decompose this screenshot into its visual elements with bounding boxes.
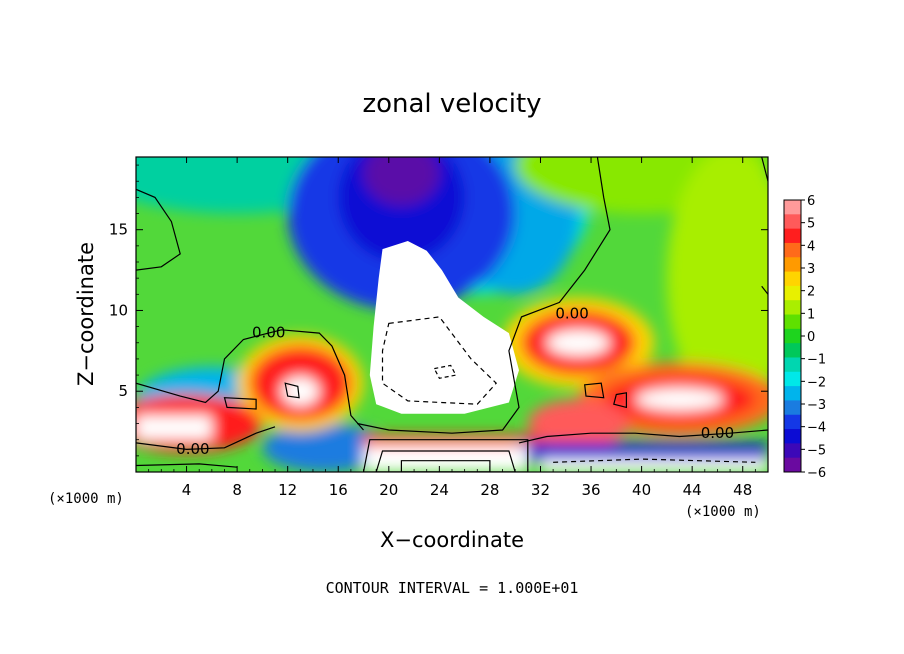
field-white-plume (369, 241, 519, 414)
y-tick-label: 5 (118, 382, 128, 400)
x-tick-label: 44 (683, 481, 702, 499)
contour-dashed-neg10 (381, 316, 498, 405)
contour-zero-middle (357, 157, 611, 434)
x-tick-label: 36 (581, 481, 600, 499)
contour-zero-right-edge (761, 285, 768, 295)
x-tick-label: 8 (232, 481, 242, 499)
contour-labels: 0.00 0.00 0.00 0.00 (176, 304, 734, 458)
field-purple-jet (363, 157, 440, 206)
colorbar-swatch (784, 343, 801, 358)
colorbar-tick-label: 0 (807, 330, 815, 345)
contour-label: 0.00 (555, 304, 588, 322)
colorbar-swatch (784, 271, 801, 287)
plot-area (136, 157, 768, 472)
colorbar-tick-label: 6 (807, 194, 815, 209)
colorbar-swatch (784, 414, 801, 430)
x-axis-ticks: 4 8 12 16 20 24 28 32 36 40 44 48 (148, 157, 756, 499)
contour-zero-small-loop-4 (284, 382, 300, 399)
colorbar-swatch (784, 285, 801, 301)
x-tick-label: 4 (182, 481, 192, 499)
colorbar-swatch (784, 200, 801, 215)
contour-zero-upper-left (136, 188, 181, 271)
colorbar-swatch (784, 314, 801, 330)
colorbar-tick-label: −2 (807, 375, 826, 390)
colorbar-swatch (784, 228, 801, 244)
field-white-lowright-blob (635, 388, 724, 411)
y-axis-label: Z−coordinate (74, 242, 98, 386)
colorbar-tick-label: 5 (807, 217, 815, 232)
colorbar-tick-label: 3 (807, 262, 815, 277)
velocity-field (136, 157, 768, 472)
colorbar-swatch (784, 300, 801, 316)
colorbar: 6 5 4 3 2 1 0 −1 −2 −3 −4 −5 −6 (783, 194, 826, 481)
contour-zero-small-loop-1 (584, 382, 605, 399)
contour-label: 0.00 (176, 440, 209, 458)
x-unit-label-left: (×1000 m) (48, 491, 124, 507)
contour-zero-top-right (761, 157, 768, 182)
colorbar-tick-label: 4 (807, 239, 815, 254)
colorbar-tick-label: −4 (807, 421, 826, 436)
colorbar-tick-label: −6 (807, 466, 826, 481)
colorbar-swatch (784, 357, 801, 373)
y-tick-label: 15 (109, 221, 128, 239)
contour-zero-lower-right (518, 429, 768, 444)
contour-interval-note: CONTOUR INTERVAL = 1.000E+01 (326, 579, 579, 597)
contour-zero-small-loop-3 (223, 397, 257, 410)
field-yellowgreen-right (666, 157, 768, 408)
x-tick-label: 32 (531, 481, 550, 499)
colorbar-swatch (784, 386, 801, 401)
colorbar-swatch (784, 400, 801, 416)
colorbar-tick-label: 1 (807, 307, 815, 322)
field-white-left-blob (281, 376, 320, 406)
field-low-white-band-right (540, 459, 768, 472)
x-tick-label: 16 (329, 481, 348, 499)
x-tick-label: 28 (480, 481, 499, 499)
x-unit-label-right: (×1000 m) (685, 504, 761, 520)
colorbar-swatch (784, 214, 801, 230)
contour-lines (136, 157, 768, 472)
x-axis-label: X−coordinate (380, 528, 524, 552)
colorbar-swatch (784, 242, 801, 258)
contour-bottom-left (136, 463, 238, 468)
contour-pos30-bottom (400, 460, 491, 472)
x-tick-label: 48 (733, 481, 752, 499)
contour-pos10-bottom (362, 439, 529, 472)
contour-dashed-bottom-right (553, 458, 756, 463)
field-lowleft-white (136, 415, 212, 440)
colorbar-swatch (784, 457, 801, 473)
colorbar-swatch (784, 429, 801, 444)
x-tick-label: 24 (430, 481, 449, 499)
chart-title: zonal velocity (362, 89, 541, 119)
colorbar-swatch (784, 328, 801, 344)
x-tick-label: 20 (379, 481, 398, 499)
field-low-blue-band (515, 442, 768, 463)
colorbar-tick-label: 2 (807, 285, 815, 300)
contour-pos20-bottom (375, 450, 516, 472)
contour-label: 0.00 (701, 424, 734, 442)
contour-zero-small-loop-2 (613, 392, 627, 409)
field-lowright-pink (527, 399, 629, 448)
colorbar-swatch (784, 371, 801, 387)
field-lowmid-blue (262, 423, 389, 472)
contour-zero-left-loop (136, 329, 364, 431)
colorbar-tick-label: −1 (807, 353, 826, 368)
field-white-right-blob (546, 329, 611, 356)
x-tick-label: 12 (278, 481, 297, 499)
x-tick-label: 40 (632, 481, 651, 499)
colorbar-swatch (784, 257, 801, 273)
colorbar-tick-label: −3 (807, 398, 826, 413)
contour-label: 0.00 (252, 324, 285, 342)
y-axis-ticks: 5 10 15 (109, 164, 768, 457)
field-low-white-band (363, 446, 528, 472)
colorbar-swatch (784, 443, 801, 459)
colorbar-tick-label: −5 (807, 443, 826, 458)
contour-zero-lower-left (136, 426, 276, 451)
y-tick-label: 10 (109, 301, 128, 319)
